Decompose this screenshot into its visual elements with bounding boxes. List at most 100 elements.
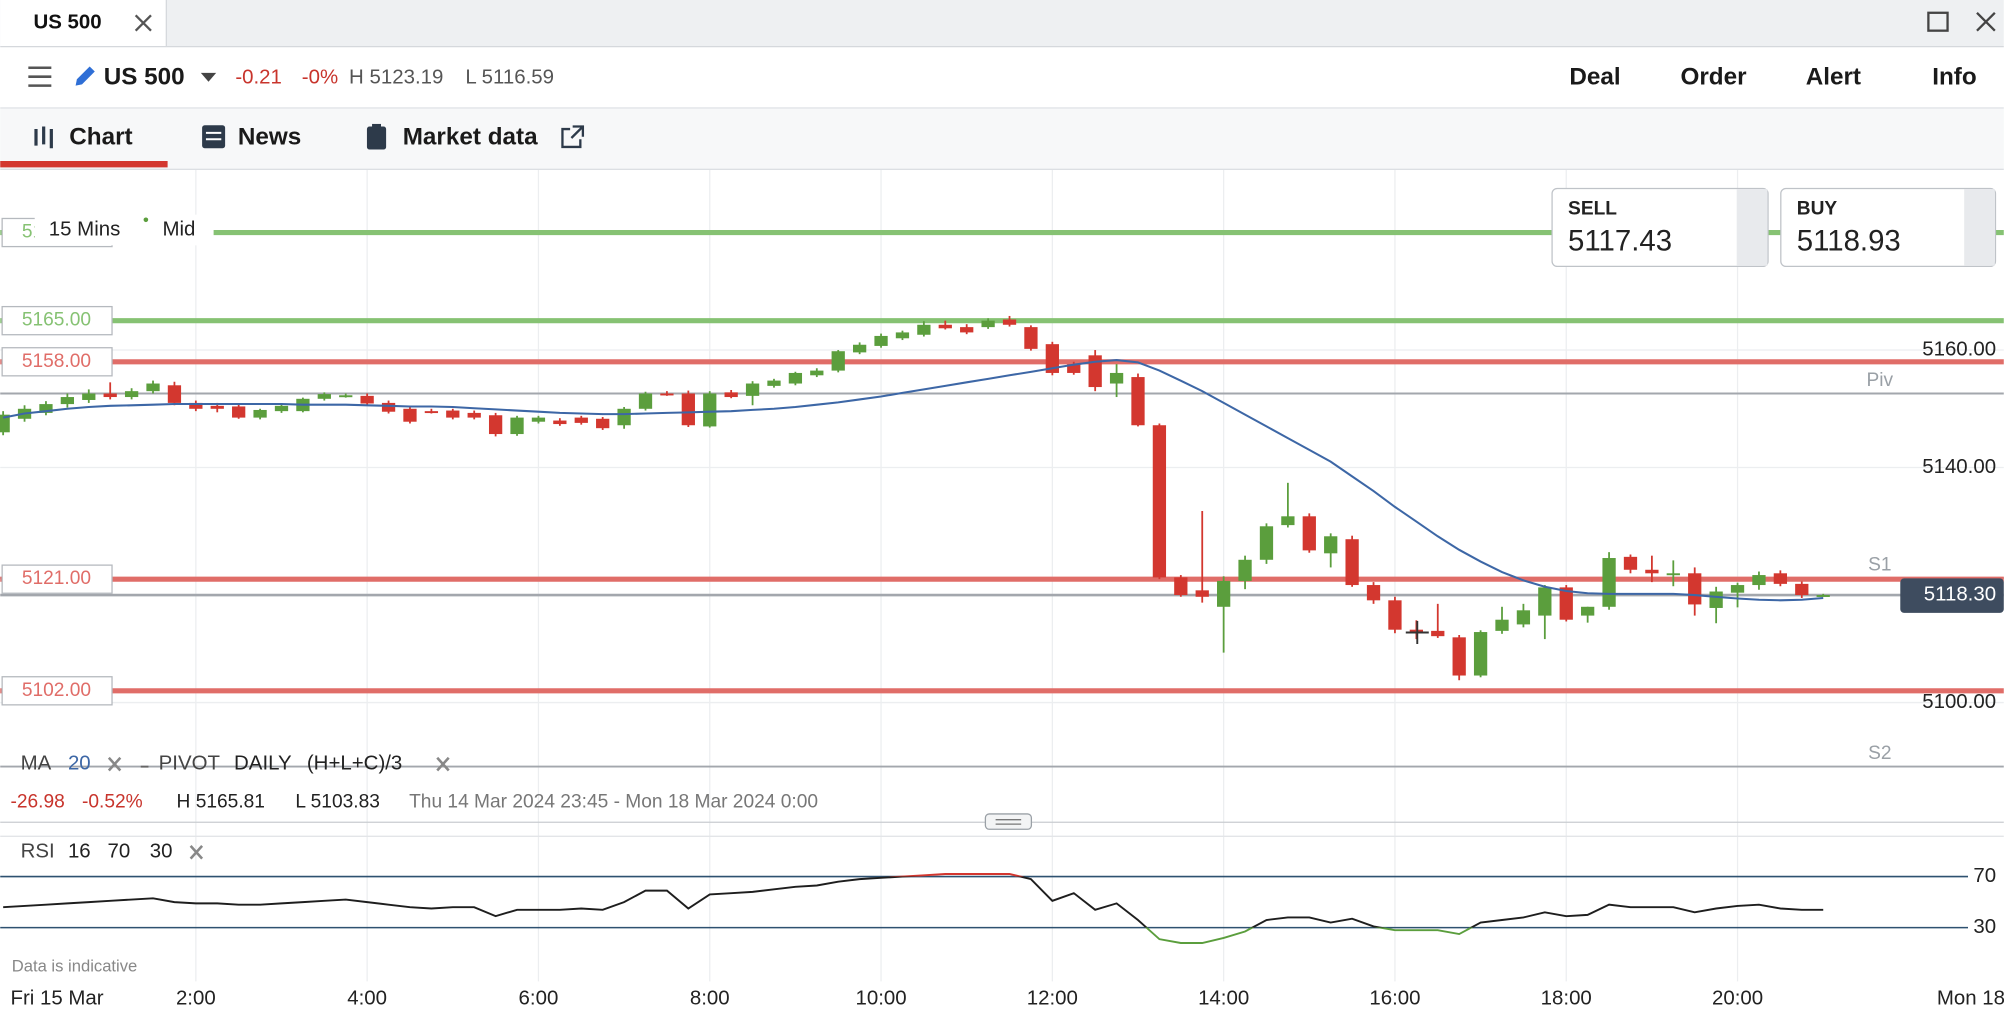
candle-body: [403, 408, 417, 422]
candle-body: [82, 393, 96, 400]
buy-button[interactable]: [1780, 187, 1997, 268]
current-price-tag: [1900, 578, 2004, 613]
candle-body: [1259, 526, 1274, 560]
low: L 5116.59: [465, 65, 554, 88]
close-tab[interactable]: [134, 14, 152, 32]
candle-body: [531, 417, 546, 422]
active-tab-indicator: [0, 161, 168, 168]
x-tick-label: Mon 18: [1937, 987, 2004, 1010]
menu-item[interactable]: Order: [1681, 63, 1748, 90]
rsi-period: 16: [68, 840, 91, 863]
candle-body: [1431, 630, 1445, 637]
candle-body: [446, 410, 460, 418]
period-change-pct: -0.52%: [82, 792, 143, 813]
candle-body: [660, 393, 674, 396]
buy-side: [1964, 189, 1995, 266]
candle-body: [488, 415, 503, 435]
candle-body: [1195, 590, 1209, 597]
period-change: -26.98: [10, 792, 64, 813]
rsi-lower: 30: [150, 840, 173, 863]
level-label-box: [1, 676, 113, 706]
menu-icon[interactable]: [28, 66, 52, 87]
level-label-box: [1, 564, 113, 594]
pivot-formula: (H+L+C)/3: [307, 752, 402, 775]
candle-body: [1238, 559, 1252, 581]
ma-period: 20: [68, 752, 91, 775]
level-label: 5102.00: [22, 680, 91, 701]
candle-body: [103, 393, 117, 398]
market-data-icon-clip: [372, 123, 381, 130]
window-tab[interactable]: [0, 0, 167, 48]
candle-body: [1324, 536, 1338, 554]
candle-body: [553, 420, 567, 425]
y-tick-label: 5100.00: [1922, 690, 1996, 713]
candle-body: [124, 391, 139, 398]
x-tick-label: 10:00: [855, 987, 906, 1010]
sell-label: SELL: [1568, 199, 1617, 220]
candle-body: [745, 383, 760, 396]
close-window[interactable]: [1976, 11, 1996, 32]
candle-body: [1752, 575, 1766, 586]
buy-price: 5118.93: [1797, 225, 1901, 258]
candle-body: [1152, 425, 1167, 578]
resize-grip: [995, 819, 1022, 825]
level-lines: [0, 229, 2004, 768]
change-pct: -0%: [302, 65, 338, 88]
candle-body: [852, 344, 867, 353]
menu-item[interactable]: Info: [1932, 63, 1976, 90]
level-label-box: [1, 347, 113, 377]
candle-body: [232, 406, 246, 418]
price-type[interactable]: Mid: [163, 217, 196, 240]
candle-body: [1067, 364, 1081, 373]
sell-side: [1736, 189, 1768, 266]
rsi-label: RSI: [21, 840, 55, 863]
candle-body: [167, 385, 182, 403]
remove-rsi[interactable]: [189, 845, 204, 860]
pivot-label: PIVOT: [159, 752, 221, 775]
tab[interactable]: News: [238, 123, 301, 150]
candle-body: [1281, 516, 1295, 526]
candle-body: [0, 414, 10, 433]
candle-body: [1109, 372, 1124, 384]
candle-body: [1366, 585, 1381, 601]
candle-body: [467, 412, 481, 418]
candle-body: [638, 393, 653, 409]
candle-body: [1602, 558, 1616, 607]
x-tick-label: 20:00: [1712, 987, 1763, 1010]
ma-label: MA: [21, 752, 52, 775]
candle-body: [981, 320, 995, 328]
candle-body: [724, 392, 738, 398]
remove-pivot[interactable]: [436, 756, 450, 772]
candle-body: [339, 395, 353, 398]
candle-body: [1538, 587, 1552, 616]
candle-body: [1688, 573, 1702, 605]
x-tick-label: 2:00: [176, 987, 216, 1010]
disclaimer: Data is indicative: [12, 957, 138, 976]
remove-ma[interactable]: [107, 756, 122, 772]
timeframe[interactable]: 15 Mins: [49, 217, 121, 240]
tab[interactable]: Chart: [69, 123, 132, 150]
candle-body: [360, 395, 374, 404]
candle-body: [703, 393, 717, 427]
buy-label: BUY: [1797, 199, 1838, 220]
candle-body: [1002, 319, 1017, 325]
edit-icon[interactable]: [75, 66, 95, 86]
maximize[interactable]: [1927, 11, 1949, 32]
candle-body: [510, 417, 524, 435]
grid: [0, 169, 2004, 982]
rsi-tick-label: 30: [1973, 915, 1996, 938]
tab[interactable]: Market data: [403, 123, 538, 150]
sell-button[interactable]: [1551, 187, 1769, 268]
menu-item[interactable]: Alert: [1806, 63, 1861, 90]
menu-item[interactable]: Deal: [1569, 63, 1620, 90]
resize-handle[interactable]: [984, 813, 1033, 830]
period-range: Thu 14 Mar 2024 23:45 - Mon 18 Mar 2024 …: [409, 792, 818, 813]
cursor: [1405, 621, 1429, 644]
timeframe-box[interactable]: [34, 214, 214, 246]
dropdown[interactable]: [200, 72, 217, 82]
x-tick-label: Fri 15 Mar: [10, 987, 103, 1010]
candle-body: [1816, 595, 1830, 597]
candle-body: [767, 380, 781, 386]
candle-body: [1773, 573, 1788, 584]
level-label: 5121.00: [22, 568, 91, 589]
